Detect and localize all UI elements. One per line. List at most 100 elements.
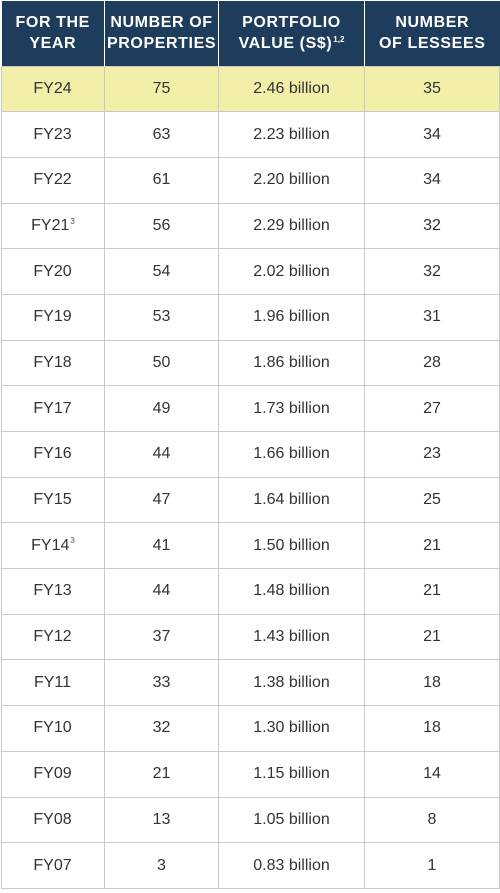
cell-properties: 53 [104, 293, 219, 341]
cell-year: FY12 [1, 613, 105, 661]
cell-lessees: 35 [364, 65, 500, 113]
cell-properties: 37 [104, 613, 219, 661]
cell-year: FY08 [1, 796, 105, 844]
year-label: FY14 [31, 536, 70, 554]
year-label: FY07 [33, 856, 72, 874]
table-row: FY22 61 2.20 billion 34 [1, 156, 500, 204]
table-row: FY16 44 1.66 billion 23 [1, 431, 500, 478]
header-lessees-line2: OF LESSEES [379, 35, 486, 53]
year-label: FY13 [33, 582, 72, 600]
cell-lessees: 21 [364, 522, 500, 570]
cell-lessees: 25 [364, 476, 500, 524]
cell-lessees: 32 [364, 202, 500, 250]
year-label: FY15 [33, 491, 72, 509]
cell-portfolio-value: 1.64 billion [218, 476, 365, 524]
cell-lessees: 1 [364, 842, 500, 889]
cell-portfolio-value: 2.46 billion [218, 65, 365, 113]
table-row: FY07 3 0.83 billion 1 [1, 842, 500, 889]
cell-properties: 56 [104, 202, 219, 250]
header-value-line2-wrap: VALUE (S$)1,2 [221, 33, 362, 54]
cell-properties: 41 [104, 522, 219, 570]
cell-portfolio-value: 1.38 billion [218, 659, 365, 707]
cell-portfolio-value: 1.05 billion [218, 796, 365, 844]
cell-properties: 3 [104, 842, 219, 889]
header-value-line1: PORTFOLIO [242, 14, 341, 32]
cell-properties: 44 [104, 431, 219, 478]
table-row: FY24 75 2.46 billion 35 [1, 65, 500, 113]
table-row: FY20 54 2.02 billion 32 [1, 248, 500, 295]
cell-portfolio-value: 1.43 billion [218, 613, 365, 661]
cell-lessees: 8 [364, 796, 500, 844]
year-label: FY12 [33, 628, 72, 646]
cell-year: FY18 [1, 339, 105, 387]
cell-properties: 49 [104, 385, 219, 432]
table-row: FY19 53 1.96 billion 31 [1, 293, 500, 341]
cell-properties: 63 [104, 111, 219, 158]
header-year-line1: FOR THE [15, 14, 90, 32]
year-label: FY08 [33, 810, 72, 828]
table-row: FY10 32 1.30 billion 18 [1, 705, 500, 752]
table-row: FY08 13 1.05 billion 8 [1, 796, 500, 844]
cell-portfolio-value: 2.29 billion [218, 202, 365, 250]
cell-year: FY143 [1, 522, 105, 570]
table-row: FY11 33 1.38 billion 18 [1, 659, 500, 707]
cell-portfolio-value: 1.96 billion [218, 293, 365, 341]
year-label: FY09 [33, 765, 72, 783]
cell-properties: 47 [104, 476, 219, 524]
cell-properties: 54 [104, 248, 219, 295]
table-row: FY17 49 1.73 billion 27 [1, 385, 500, 432]
cell-year: FY17 [1, 385, 105, 432]
cell-portfolio-value: 0.83 billion [218, 842, 365, 889]
cell-lessees: 21 [364, 613, 500, 661]
cell-portfolio-value: 2.20 billion [218, 156, 365, 204]
cell-year: FY13 [1, 568, 105, 615]
year-label: FY18 [33, 353, 72, 371]
cell-portfolio-value: 1.50 billion [218, 522, 365, 570]
header-portfolio-value: PORTFOLIO VALUE (S$)1,2 [218, 1, 365, 66]
cell-year: FY15 [1, 476, 105, 524]
header-year: FOR THE YEAR [1, 1, 105, 66]
cell-lessees: 34 [364, 111, 500, 158]
cell-lessees: 18 [364, 705, 500, 752]
cell-year: FY23 [1, 111, 105, 158]
cell-portfolio-value: 1.73 billion [218, 385, 365, 432]
cell-year: FY20 [1, 248, 105, 295]
header-properties-line2: PROPERTIES [107, 35, 217, 53]
cell-properties: 75 [104, 65, 219, 113]
year-label: FY11 [33, 673, 72, 691]
cell-lessees: 23 [364, 431, 500, 478]
cell-properties: 21 [104, 750, 219, 798]
cell-year: FY24 [1, 65, 105, 113]
cell-properties: 33 [104, 659, 219, 707]
year-label: FY24 [33, 79, 72, 97]
cell-portfolio-value: 1.48 billion [218, 568, 365, 615]
table-row: FY15 47 1.64 billion 25 [1, 476, 500, 524]
year-label: FY23 [33, 125, 72, 143]
year-label: FY19 [33, 308, 72, 326]
year-footnote: 3 [70, 536, 75, 546]
cell-properties: 50 [104, 339, 219, 387]
table-header: FOR THE YEAR NUMBER OF PROPERTIES PORTFO… [1, 1, 500, 66]
table-body: FY24 75 2.46 billion 35 FY23 63 2.23 billion 34… [1, 65, 500, 889]
year-label: FY20 [33, 262, 72, 280]
table-row: FY09 21 1.15 billion 14 [1, 750, 500, 798]
cell-year: FY09 [1, 750, 105, 798]
cell-portfolio-value: 2.02 billion [218, 248, 365, 295]
header-lessees: NUMBER OF LESSEES [364, 1, 500, 66]
cell-year: FY07 [1, 842, 105, 889]
cell-lessees: 28 [364, 339, 500, 387]
header-properties-line1: NUMBER OF [110, 14, 213, 32]
cell-lessees: 32 [364, 248, 500, 295]
cell-portfolio-value: 1.15 billion [218, 750, 365, 798]
cell-year: FY19 [1, 293, 105, 341]
year-footnote: 3 [70, 216, 75, 226]
year-label: FY21 [31, 216, 70, 234]
cell-properties: 13 [104, 796, 219, 844]
cell-properties: 61 [104, 156, 219, 204]
cell-lessees: 31 [364, 293, 500, 341]
year-label: FY16 [33, 445, 72, 463]
cell-year: FY10 [1, 705, 105, 752]
year-label: FY22 [33, 171, 72, 189]
header-value-line2: VALUE (S$) [238, 35, 333, 53]
